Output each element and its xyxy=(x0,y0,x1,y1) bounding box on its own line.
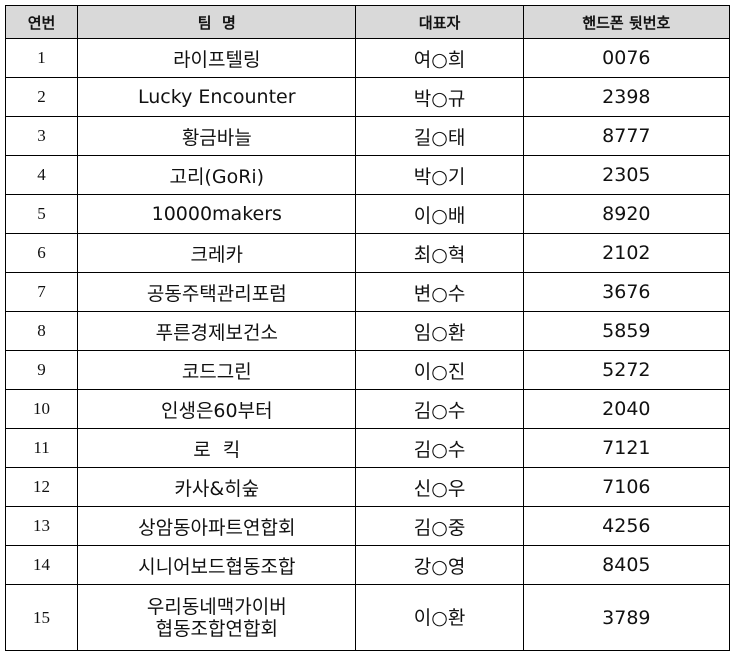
team-name: 로 킥 xyxy=(77,428,357,468)
team-table: 연번 팀 명 대표자 핸드폰 뒷번호 1 라이프텔링 여○희 0076 2 Lucky E… xyxy=(4,5,731,651)
table-row: 11 로 킥 김○수 7121 xyxy=(4,428,731,468)
table-row: 12 카사&히숲 신○우 7106 xyxy=(4,467,731,507)
table-row: 7 공동주택관리포럼 변○수 3676 xyxy=(4,272,731,312)
team-name: 황금바늘 xyxy=(77,116,357,156)
representative: 김○수 xyxy=(355,389,524,429)
representative: 길○태 xyxy=(355,116,524,156)
team-name: 10000makers xyxy=(77,194,357,234)
representative: 최○혁 xyxy=(355,233,524,273)
row-number: 2 xyxy=(4,77,79,117)
representative: 강○영 xyxy=(355,545,524,585)
header-rep: 대표자 xyxy=(355,5,524,39)
table-row: 6 크레카 최○혁 2102 xyxy=(4,233,731,273)
table-row: 9 코드그린 이○진 5272 xyxy=(4,350,731,390)
phone-last-digits: 2040 xyxy=(522,389,731,429)
team-name: Lucky Encounter xyxy=(77,77,357,117)
table-row: 2 Lucky Encounter 박○규 2398 xyxy=(4,77,731,117)
representative: 변○수 xyxy=(355,272,524,312)
table-row: 4 고리(GoRi) 박○기 2305 xyxy=(4,155,731,195)
team-name: 시니어보드협동조합 xyxy=(77,545,357,585)
row-number: 12 xyxy=(4,467,79,507)
row-number: 14 xyxy=(4,545,79,585)
team-name: 코드그린 xyxy=(77,350,357,390)
team-name: 푸른경제보건소 xyxy=(77,311,357,351)
team-name: 공동주택관리포럼 xyxy=(77,272,357,312)
header-phone: 핸드폰 뒷번호 xyxy=(522,5,731,39)
phone-last-digits: 7121 xyxy=(522,428,731,468)
row-number: 4 xyxy=(4,155,79,195)
representative: 임○환 xyxy=(355,311,524,351)
table-row: 13 상암동아파트연합회 김○중 4256 xyxy=(4,506,731,546)
phone-last-digits: 2305 xyxy=(522,155,731,195)
phone-last-digits: 8405 xyxy=(522,545,731,585)
representative: 김○중 xyxy=(355,506,524,546)
representative: 이○환 xyxy=(355,584,524,651)
row-number: 11 xyxy=(4,428,79,468)
representative: 여○희 xyxy=(355,38,524,78)
team-name: 카사&히숲 xyxy=(77,467,357,507)
row-number: 10 xyxy=(4,389,79,429)
table-row: 5 10000makers 이○배 8920 xyxy=(4,194,731,234)
representative: 이○진 xyxy=(355,350,524,390)
phone-last-digits: 5859 xyxy=(522,311,731,351)
team-name: 라이프텔링 xyxy=(77,38,357,78)
table-row: 14 시니어보드협동조합 강○영 8405 xyxy=(4,545,731,585)
header-no: 연번 xyxy=(4,5,79,39)
phone-last-digits: 8920 xyxy=(522,194,731,234)
row-number: 15 xyxy=(4,584,79,651)
team-name: 고리(GoRi) xyxy=(77,155,357,195)
table-row: 3 황금바늘 길○태 8777 xyxy=(4,116,731,156)
row-number: 1 xyxy=(4,38,79,78)
team-name: 우리동네맥가이버 협동조합연합회 xyxy=(77,584,357,651)
row-number: 3 xyxy=(4,116,79,156)
header-row: 연번 팀 명 대표자 핸드폰 뒷번호 xyxy=(4,5,731,39)
row-number: 5 xyxy=(4,194,79,234)
phone-last-digits: 3676 xyxy=(522,272,731,312)
phone-last-digits: 8777 xyxy=(522,116,731,156)
row-number: 6 xyxy=(4,233,79,273)
representative: 이○배 xyxy=(355,194,524,234)
representative: 박○기 xyxy=(355,155,524,195)
table-row: 15 우리동네맥가이버 협동조합연합회 이○환 3789 xyxy=(4,584,731,651)
header-team: 팀 명 xyxy=(77,5,357,39)
phone-last-digits: 4256 xyxy=(522,506,731,546)
phone-last-digits: 3789 xyxy=(522,584,731,651)
table-row: 8 푸른경제보건소 임○환 5859 xyxy=(4,311,731,351)
team-name-line: 우리동네맥가이버 xyxy=(146,595,287,618)
representative: 김○수 xyxy=(355,428,524,468)
representative: 박○규 xyxy=(355,77,524,117)
representative: 신○우 xyxy=(355,467,524,507)
team-name: 인생은60부터 xyxy=(77,389,357,429)
phone-last-digits: 7106 xyxy=(522,467,731,507)
table-row: 10 인생은60부터 김○수 2040 xyxy=(4,389,731,429)
row-number: 7 xyxy=(4,272,79,312)
phone-last-digits: 0076 xyxy=(522,38,731,78)
phone-last-digits: 5272 xyxy=(522,350,731,390)
row-number: 8 xyxy=(4,311,79,351)
table-row: 1 라이프텔링 여○희 0076 xyxy=(4,38,731,78)
team-name: 상암동아파트연합회 xyxy=(77,506,357,546)
row-number: 9 xyxy=(4,350,79,390)
team-name-line: 협동조합연합회 xyxy=(155,617,278,640)
phone-last-digits: 2398 xyxy=(522,77,731,117)
row-number: 13 xyxy=(4,506,79,546)
team-name: 크레카 xyxy=(77,233,357,273)
phone-last-digits: 2102 xyxy=(522,233,731,273)
